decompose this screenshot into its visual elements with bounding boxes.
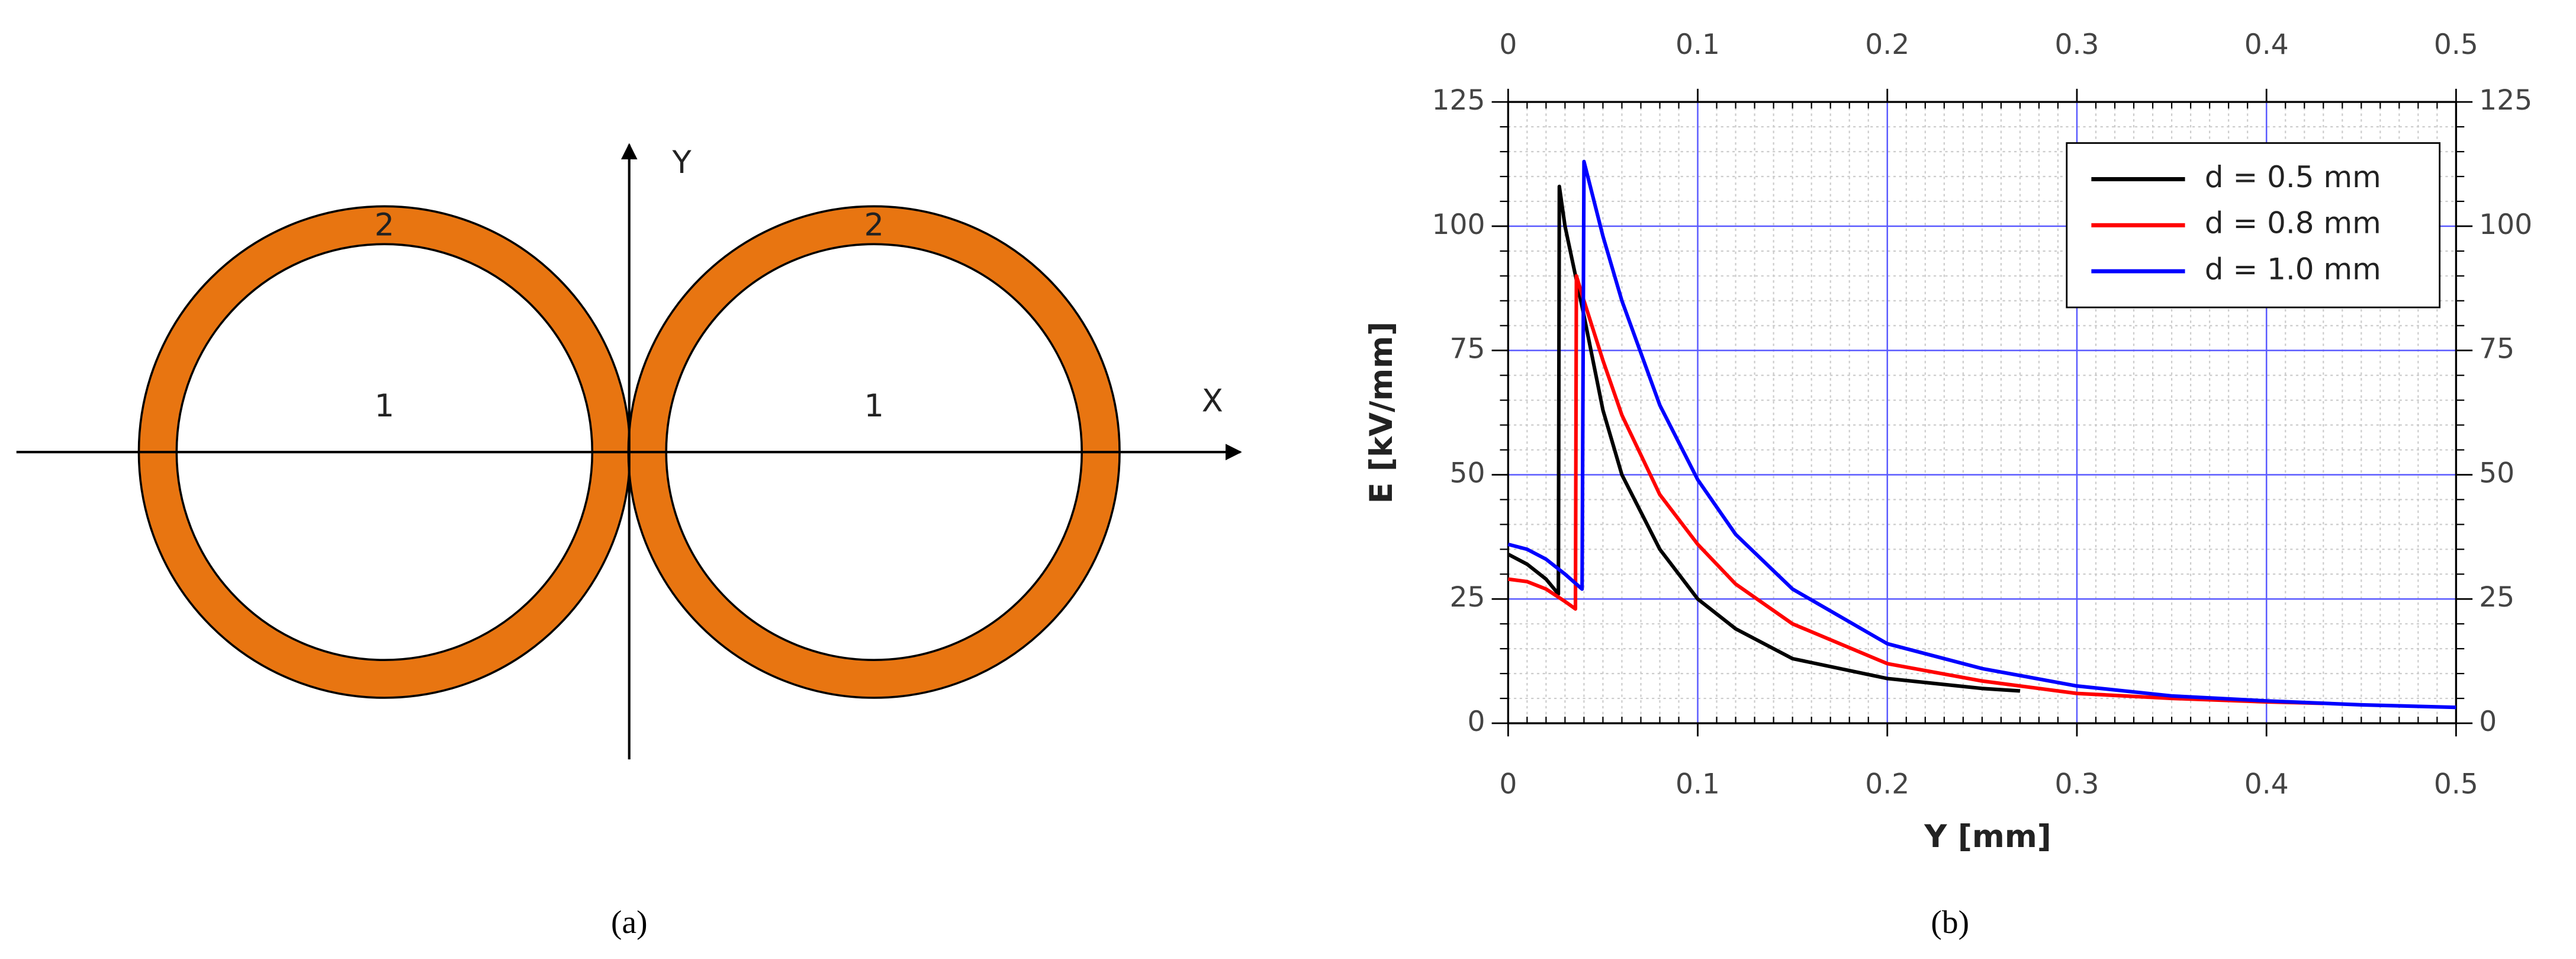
caption: (a) [611,905,648,941]
y2-tick-label: 25 [2479,581,2514,614]
x-tick-label: 0 [1499,768,1517,800]
axis-label: Y [671,145,692,181]
x-tick-label: 0.5 [2434,768,2478,800]
legend: d = 0.5 mm d = 0.8 mm d = 1.0 mm [2066,142,2441,309]
x2-tick-label: 0.3 [2054,28,2099,61]
region-label: 2 [864,207,884,243]
x2-tick-label: 0 [1499,28,1517,61]
y-tick-label: 75 [1449,333,1485,365]
plot-frame [1507,101,2458,724]
x2-tick-label: 0.2 [1865,28,1909,61]
legend-label: d = 0.8 mm [2205,206,2381,240]
region-label: 1 [375,388,395,424]
y-tick-label: 25 [1449,581,1485,614]
series-line [1507,159,2456,710]
region-label: 1 [864,388,884,424]
x-tick-label: 0.3 [2054,768,2099,800]
x-tick-label: 0.1 [1675,768,1720,800]
x2-tick-label: 0.1 [1675,28,1720,61]
y2-tick-label: 125 [2479,84,2532,117]
y-tick-label: 125 [1432,84,1485,117]
y2-tick-label: 0 [2479,705,2497,738]
y-tick-label: 0 [1467,705,1485,738]
y-tick-label: 50 [1449,457,1485,489]
x2-tick-label: 0.5 [2434,28,2478,61]
x-tick-label: 0.4 [2244,768,2289,800]
region-label: 2 [375,207,395,243]
x-axis-title: Y [mm] [1924,819,2051,855]
x2-tick-label: 0.4 [2244,28,2289,61]
y2-tick-label: 75 [2479,333,2514,365]
legend-label: d = 1.0 mm [2205,252,2381,286]
series-line [1507,274,2324,705]
y-tick-label: 100 [1432,209,1485,241]
diagram: X Y 1 2 1 2 [16,143,1242,760]
y2-tick-label: 50 [2479,457,2514,489]
y2-tick-label: 100 [2479,209,2532,241]
y-axis-title: E [kV/mm] [1363,322,1400,504]
series-line [1507,184,2021,693]
x-tick-label: 0.2 [1865,768,1909,800]
axis-label: X [1202,383,1223,419]
legend-label: d = 0.5 mm [2205,160,2381,194]
chart: 000.10.10.20.20.30.30.40.40.50.50 025 2550… [1432,28,2532,801]
caption: (b) [1931,905,1969,941]
